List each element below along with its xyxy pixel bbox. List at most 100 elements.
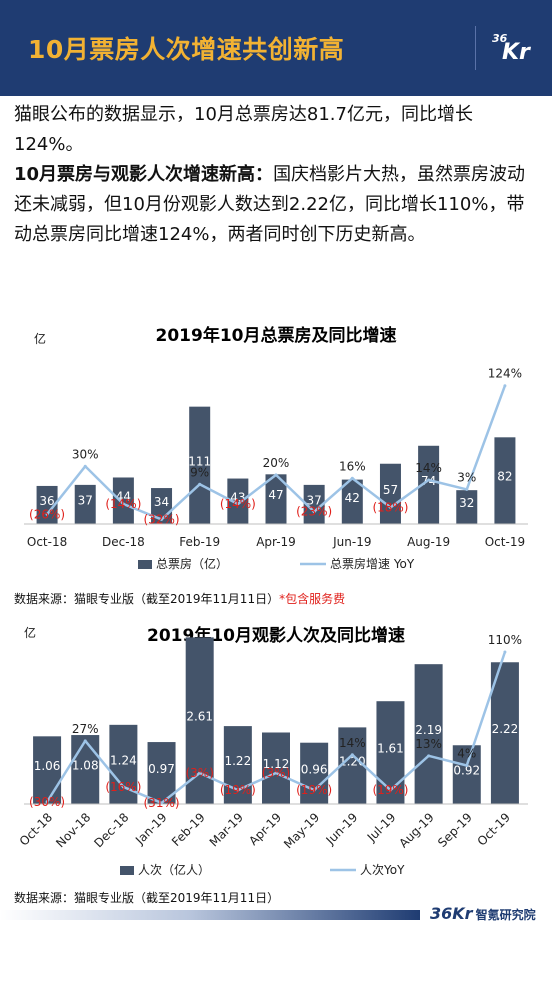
legend-bar-swatch <box>138 560 152 569</box>
bar <box>112 477 134 524</box>
bar <box>414 664 443 804</box>
yoy-value-label: (18%) <box>372 500 408 514</box>
x-tick-label: Feb-19 <box>179 535 220 549</box>
yoy-point <box>465 763 469 767</box>
bar-value-label: 32 <box>459 496 474 510</box>
bar-value-label: 2.61 <box>186 710 213 724</box>
yoy-value-label: (19%) <box>372 783 408 797</box>
yoy-point <box>350 753 354 757</box>
yoy-point <box>198 482 202 486</box>
x-tick-label: Feb-19 <box>169 810 208 849</box>
bar-value-label: 1.61 <box>377 742 404 756</box>
bar <box>490 662 519 804</box>
footer-org-name: 智氪研究院 <box>475 908 536 922</box>
x-tick-label: Jun-19 <box>332 535 371 549</box>
bar-value-label: 2.22 <box>492 722 519 736</box>
bar-value-label: 1.20 <box>339 755 366 769</box>
yoy-point <box>274 473 278 477</box>
bar <box>341 479 363 524</box>
yoy-value-label: 124% <box>488 367 522 381</box>
chart-title: 2019年10月总票房及同比增速 <box>156 325 397 346</box>
yoy-point <box>121 502 125 506</box>
brand-logo: 36 Kr <box>492 32 530 68</box>
bar <box>265 474 287 524</box>
bar-value-label: 57 <box>383 483 398 497</box>
intro-paragraph-1: 猫眼公布的数据显示，10月总票房达81.7亿元，同比增长124%。 <box>14 104 473 155</box>
x-tick-label: Nov-18 <box>53 810 93 850</box>
x-tick-label: Jan-19 <box>132 810 170 848</box>
yoy-value-label: 30% <box>72 447 99 461</box>
legend-bar-label: 总票房（亿） <box>156 556 228 571</box>
bar <box>418 445 440 524</box>
y-unit-label: 亿 <box>34 331 46 346</box>
footer-bar <box>0 910 420 920</box>
bar-value-label: 0.96 <box>301 762 328 776</box>
bar <box>303 484 325 524</box>
yoy-point <box>83 464 87 468</box>
intro-paragraph-2: 10月票房与观影人次增速新高：国庆档影片大热，虽然票房波动还未减弱，但10月份观… <box>14 160 540 250</box>
page-title: 10月票房人次增速共创新高 <box>28 35 345 64</box>
bar-value-label: 34 <box>154 495 169 509</box>
bar <box>227 478 249 524</box>
bar-value-label: 1.12 <box>263 757 290 771</box>
intro-text: 猫眼公布的数据显示，10月总票房达81.7亿元，同比增长124%。 10月票房与… <box>14 100 540 250</box>
yoy-value-label: (31%) <box>144 796 180 810</box>
x-tick-label: Mar-19 <box>207 810 246 849</box>
yoy-point <box>350 476 354 480</box>
bar-value-label: 1.08 <box>72 759 99 773</box>
x-tick-label: Jun-19 <box>323 810 361 848</box>
box-office-chart: 2019年10月总票房及同比增速亿36374434111434737425774… <box>24 325 528 571</box>
bar <box>494 437 516 524</box>
yoy-value-label: 13% <box>415 737 442 751</box>
yoy-value-label: 4% <box>457 746 476 760</box>
yoy-point <box>160 801 164 805</box>
footer-logo: 36Kr 智氪研究院 <box>430 904 536 923</box>
yoy-point <box>198 771 202 775</box>
yoy-value-label: 20% <box>263 456 290 470</box>
box-office-source: 数据来源：猫眼专业版（截至2019年11月11日）*包含服务费 <box>14 590 345 607</box>
y-unit-label: 亿 <box>24 625 36 640</box>
header-banner: 10月票房人次增速共创新高 36 Kr <box>0 0 552 96</box>
yoy-value-label: (3%) <box>185 766 213 780</box>
legend-line-label: 总票房增速 YoY <box>330 556 415 571</box>
yoy-value-label: (14%) <box>220 497 256 511</box>
yoy-value-label: 14% <box>415 461 442 475</box>
x-tick-label: Aug-19 <box>407 535 450 549</box>
bar-value-label: 0.92 <box>453 764 480 778</box>
yoy-point <box>388 505 392 509</box>
x-tick-label: May-19 <box>281 810 322 851</box>
yoy-point <box>45 800 49 804</box>
yoy-value-label: 16% <box>339 459 366 473</box>
logo-letters: Kr <box>502 40 530 65</box>
intro-paragraph-2-body: 国庆档影片大热，虽然票房波动还未减弱，但10月份观影人数达到2.22亿，同比增长… <box>14 164 526 245</box>
yoy-value-label: (3%) <box>262 766 290 780</box>
bar-value-label: 37 <box>307 493 322 507</box>
bar <box>456 490 478 524</box>
yoy-point <box>503 384 507 388</box>
bar-value-label: 1.06 <box>34 759 61 773</box>
x-tick-label: Oct-18 <box>17 810 55 848</box>
yoy-value-label: (23%) <box>296 505 332 519</box>
x-tick-label: Oct-19 <box>485 535 525 549</box>
box-office-source-text: 数据来源：猫眼专业版（截至2019年11月11日） <box>14 592 280 606</box>
attendance-source: 数据来源：猫眼专业版（截至2019年11月11日） <box>14 891 280 905</box>
logo-number: 36 <box>492 32 508 45</box>
bar-value-label: 0.97 <box>148 762 175 776</box>
yoy-point <box>121 785 125 789</box>
yoy-value-label: (26%) <box>29 507 65 521</box>
x-tick-label: Oct-19 <box>475 810 513 848</box>
bar-value-label: 37 <box>78 493 93 507</box>
bar-value-label: 1.24 <box>110 753 137 767</box>
yoy-value-label: 3% <box>457 470 476 484</box>
bar <box>189 406 211 524</box>
yoy-point <box>45 512 49 516</box>
bar-value-label: 111 <box>188 454 211 468</box>
legend-bar-label: 人次（亿人） <box>138 862 210 877</box>
legend-bar-swatch <box>120 866 134 875</box>
x-tick-label: Apr-19 <box>246 810 284 848</box>
x-tick-label: Jul-19 <box>364 810 399 845</box>
yoy-point <box>427 478 431 482</box>
bar <box>376 701 405 804</box>
yoy-value-label: (32%) <box>144 512 180 526</box>
bar <box>379 463 401 524</box>
